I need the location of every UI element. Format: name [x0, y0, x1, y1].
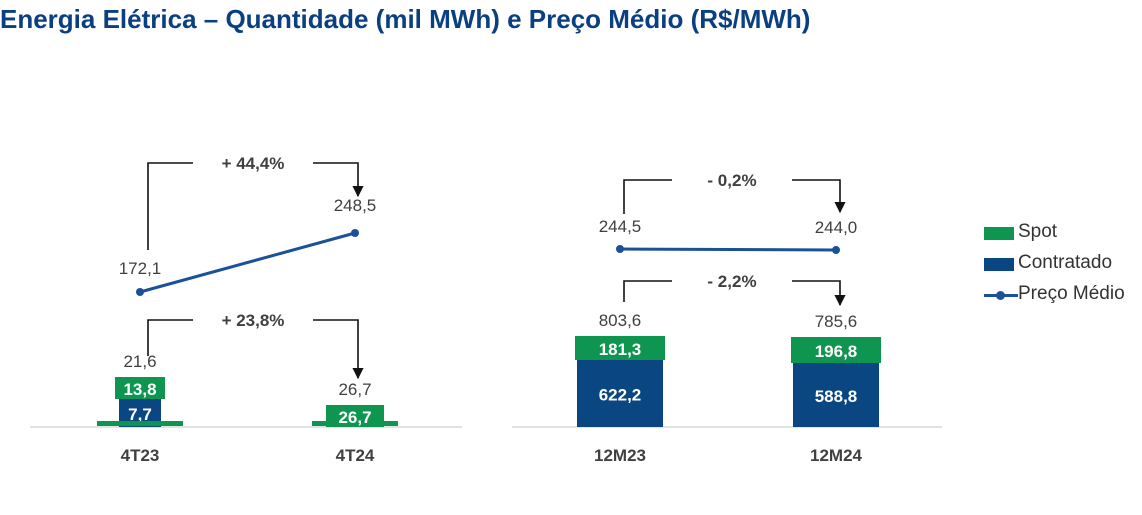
- p2-total-12M23: 803,6: [599, 311, 642, 330]
- spot-swatch-icon: [984, 227, 1014, 240]
- p1-total-4T24: 26,7: [338, 380, 371, 399]
- p2-category-12M23: 12M23: [594, 446, 646, 465]
- p2-label-contratado-12M24: 588,8: [815, 387, 858, 406]
- p1-label-contratado-4T23: 7,7: [128, 405, 152, 424]
- p1-category-4T24: 4T24: [336, 446, 375, 465]
- p1-price-point-1: [351, 229, 359, 237]
- p1-volume-change: + 23,8%: [222, 311, 285, 330]
- p1-label-spot-4T23: 13,8: [123, 380, 156, 399]
- p2-price-label-0: 244,5: [599, 217, 642, 236]
- p1-total-4T23: 21,6: [123, 352, 156, 371]
- p2-bar-contratado-12M24: [793, 363, 879, 427]
- p2-price-bracket-left: [623, 179, 672, 214]
- p1-bar-spot-4T24: [326, 405, 384, 427]
- legend-label-contratado: Contratado: [1018, 252, 1113, 273]
- p2-price-change: - 0,2%: [707, 171, 756, 190]
- p1-price-label-1: 248,5: [334, 196, 377, 215]
- p1-label-spot-4T24: 26,7: [338, 408, 371, 427]
- p1-band-spot-4T23: [97, 421, 183, 426]
- p2-total-12M24: 785,6: [815, 312, 858, 331]
- p2-bar-spot-12M24: [791, 337, 881, 363]
- p2-price-label-1: 244,0: [815, 218, 858, 237]
- p2-bar-contratado-12M23: [577, 360, 663, 427]
- chart-title: Energia Elétrica – Quantidade (mil MWh) …: [0, 4, 811, 34]
- p1-price-arrow-icon: [313, 162, 364, 198]
- p2-price-line: [619, 247, 837, 252]
- legend-label-preco: Preço Médio: [1018, 283, 1125, 304]
- p1-price-label-0: 172,1: [119, 259, 162, 278]
- p2-price-arrow-icon: [792, 179, 846, 214]
- p2-label-spot-12M23: 181,3: [599, 340, 642, 359]
- p1-price-point-0: [136, 288, 144, 296]
- p1-price-line: [139, 231, 356, 294]
- p1-category-4T23: 4T23: [121, 446, 160, 465]
- p1-price-change: + 44,4%: [222, 154, 285, 173]
- p2-price-point-1: [832, 246, 840, 254]
- p1-volume-bracket-left: [147, 319, 193, 356]
- p2-category-12M24: 12M24: [810, 446, 863, 465]
- p2-price-point-0: [616, 245, 624, 253]
- p2-label-spot-12M24: 196,8: [815, 342, 858, 361]
- p1-bar-spot-4T23: [115, 377, 165, 399]
- p2-label-contratado-12M23: 622,2: [599, 386, 642, 405]
- contratado-swatch-icon: [984, 258, 1014, 271]
- p1-price-bracket-left: [147, 162, 193, 250]
- p2-volume-arrow-icon: [792, 280, 846, 307]
- p2-volume-change: - 2,2%: [707, 272, 756, 291]
- legend-label-spot: Spot: [1018, 221, 1058, 242]
- line-marker-icon: [984, 291, 1018, 300]
- p1-volume-arrow-icon: [313, 319, 364, 380]
- p2-volume-bracket-left: [623, 280, 672, 302]
- p2-bar-spot-12M23: [575, 336, 665, 360]
